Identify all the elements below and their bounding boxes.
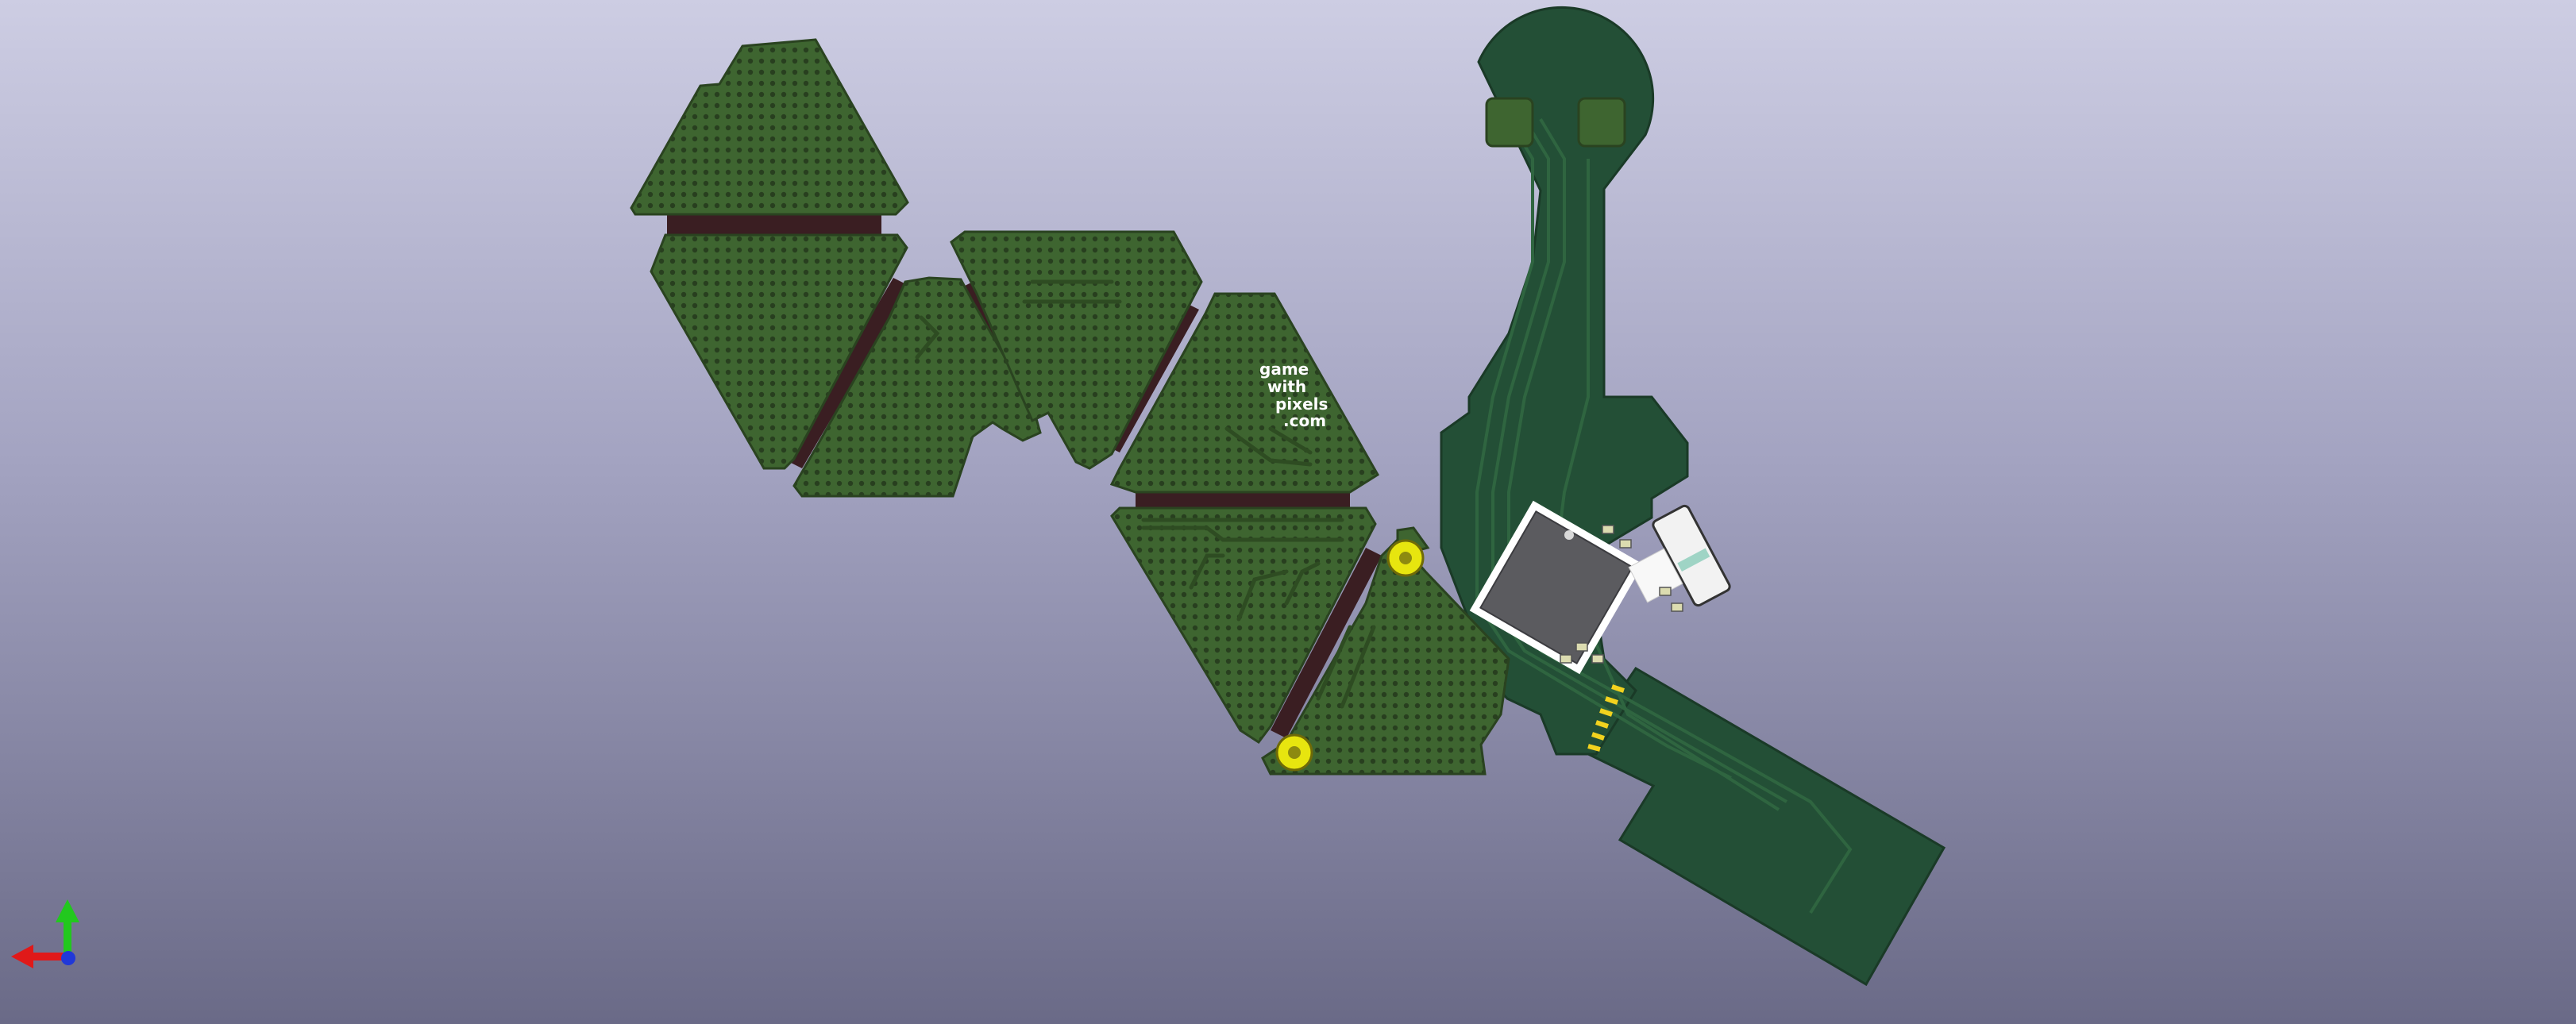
axes-gizmo[interactable] — [11, 899, 79, 968]
microcontroller-chip — [1469, 500, 1644, 675]
silkscreen-text: game with pixels .com — [1259, 360, 1328, 430]
silk-line-with: with — [1267, 377, 1306, 396]
smd-components — [1560, 525, 1683, 664]
copper-traces — [915, 279, 1376, 709]
silk-line-pixels: pixels — [1275, 395, 1328, 414]
silk-line-com: .com — [1283, 411, 1326, 430]
x-axis-arrow-icon — [11, 945, 67, 968]
round-pads — [1485, 97, 1626, 148]
gold-fingers — [1587, 684, 1625, 752]
z-axis-dot-icon — [61, 951, 75, 965]
mounting-holes — [1275, 539, 1425, 772]
y-axis-arrow-icon — [56, 899, 79, 960]
silk-line-game: game — [1259, 360, 1309, 379]
flex-cable — [1440, 6, 1946, 987]
pcb-panels — [630, 38, 1510, 776]
